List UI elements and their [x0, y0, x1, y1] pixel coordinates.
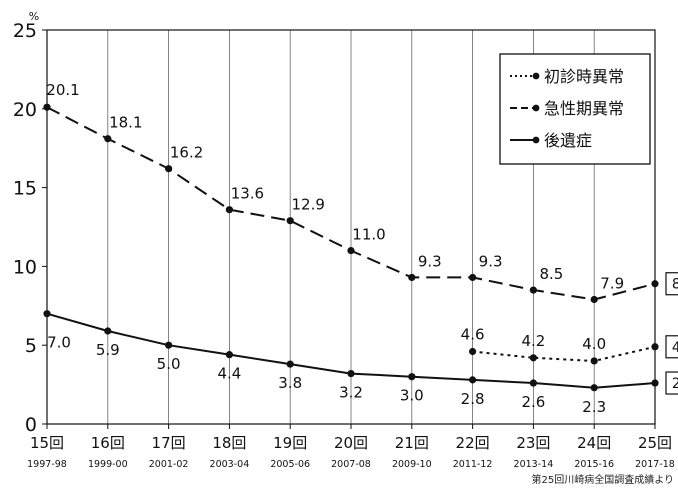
data-label: 4.0: [582, 335, 606, 353]
data-point: [469, 347, 477, 356]
x-period-label: 1997-98: [27, 459, 67, 470]
final-value-box: [665, 272, 678, 296]
data-label: 4.6: [461, 326, 485, 344]
data-point: [43, 103, 51, 111]
legend-entry: 初診時異常: [544, 67, 624, 86]
x-period-label: 2015-16: [574, 459, 614, 470]
data-labels: 4.6 4.2 4.0 4.9 20.1 18.1 16.2 13.6 12.9 11.0 9.3 9…: [46, 81, 678, 416]
x-period-label: 2013-14: [514, 459, 554, 470]
data-point: [529, 354, 538, 362]
x-period-label: 2007-08: [331, 459, 371, 470]
final-value-box: [665, 335, 678, 359]
data-point: [469, 376, 477, 384]
x-tick-label: 20回: [334, 434, 368, 452]
data-point: [165, 341, 173, 349]
data-label: 13.6: [231, 185, 264, 203]
x-period-label: 1999-00: [88, 459, 128, 470]
data-point: [104, 135, 112, 143]
series-lines: [43, 103, 659, 392]
data-point: [347, 369, 355, 378]
data-label: 5.0: [157, 355, 181, 373]
x-tick-label: 23回: [516, 434, 550, 452]
data-label: 9.3: [479, 252, 503, 270]
data-point: [286, 360, 294, 368]
x-tick-label: 19回: [273, 434, 307, 452]
source-note: 第25回川崎病全国調査成績より: [531, 475, 674, 486]
y-tick-label: 20: [13, 99, 37, 121]
data-label: 3.0: [400, 387, 424, 405]
data-point: [469, 273, 477, 282]
data-label: 3.2: [339, 384, 363, 402]
data-point: [529, 379, 538, 387]
data-point: [408, 273, 416, 282]
x-tick-label: 21回: [395, 434, 429, 452]
data-point: [347, 247, 355, 255]
x-period-label: 2011-12: [453, 459, 493, 470]
legend-entry: 後遺症: [544, 131, 592, 150]
series-line: [472, 345, 656, 362]
x-tick-label: 25回: [638, 434, 672, 452]
data-point: [651, 280, 659, 288]
y-unit-label: %: [29, 10, 39, 23]
y-tick-label: 25: [13, 20, 37, 42]
data-label: 11.0: [352, 226, 385, 244]
data-point: [529, 286, 538, 294]
legend-marker: [532, 136, 540, 144]
data-point: [408, 373, 416, 381]
data-label: 8.9: [672, 277, 678, 293]
data-label: 4.4: [217, 365, 241, 383]
x-period-label: 2017-18: [635, 459, 675, 470]
x-tick-label: 17回: [152, 434, 186, 452]
final-value-box: [665, 371, 678, 395]
data-label: 9.3: [418, 252, 442, 270]
x-period-label: 2009-10: [392, 459, 432, 470]
data-label: 16.2: [170, 144, 203, 162]
data-point: [225, 206, 233, 214]
data-label: 2.6: [672, 376, 678, 392]
legend-marker: [532, 72, 540, 80]
x-tick-label: 24回: [577, 434, 611, 452]
data-label: 2.8: [461, 390, 485, 408]
data-point: [590, 384, 598, 392]
legend-entry: 急性期異常: [544, 99, 624, 118]
data-point: [225, 351, 233, 359]
data-label: 4.2: [521, 332, 545, 350]
data-label: 7.0: [47, 334, 71, 352]
data-point: [590, 295, 598, 304]
axes: 0 5 10 15 20 25% 15回 1997-98 16回 1999-00 17回 2001-0…: [13, 10, 675, 470]
x-tick-label: 15回: [30, 434, 64, 452]
data-point: [43, 310, 51, 318]
x-period-label: 2001-02: [149, 459, 189, 470]
data-point: [104, 327, 112, 335]
data-point: [651, 343, 659, 351]
x-tick-label: 22回: [456, 434, 490, 452]
data-point: [286, 217, 294, 225]
y-tick-label: 15: [13, 178, 37, 200]
data-point: [590, 357, 598, 365]
x-tick-label: 18回: [212, 434, 246, 452]
data-label: 18.1: [109, 114, 142, 132]
x-period-label: 2003-04: [210, 459, 250, 470]
legend-marker: [532, 104, 540, 112]
x-period-label: 2005-06: [270, 459, 310, 470]
data-point: [165, 165, 173, 173]
y-tick-label: 5: [25, 335, 37, 357]
data-label: 12.9: [291, 196, 324, 214]
data-label: 3.8: [278, 374, 302, 392]
data-label: 5.9: [96, 341, 120, 359]
data-label: 7.9: [600, 274, 624, 292]
y-tick-label: 10: [13, 256, 37, 278]
data-label: 2.3: [582, 398, 606, 416]
y-tick-label: 0: [25, 414, 37, 436]
data-label: 20.1: [46, 81, 79, 99]
data-point: [651, 379, 659, 387]
data-label: 8.5: [539, 265, 563, 283]
x-tick-label: 16回: [91, 434, 125, 452]
data-label: 2.6: [521, 393, 545, 411]
data-label: 4.9: [672, 340, 678, 356]
